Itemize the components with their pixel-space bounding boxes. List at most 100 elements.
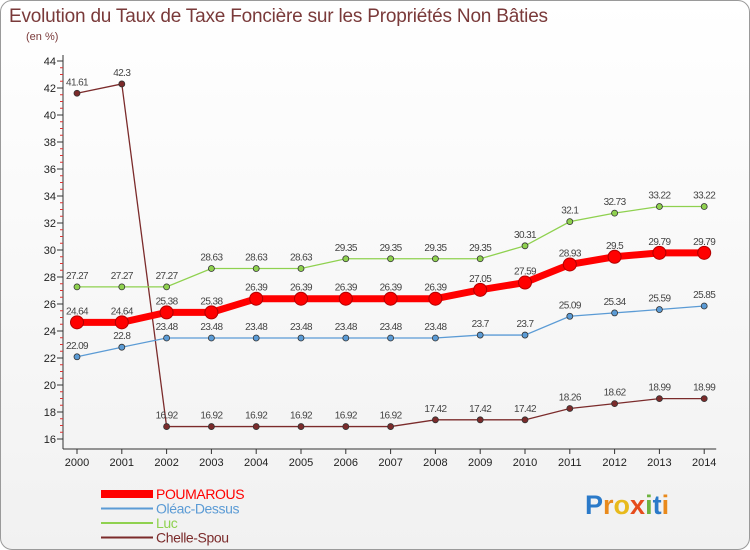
data-point <box>207 334 215 342</box>
data-point <box>252 334 260 342</box>
data-point <box>297 334 305 342</box>
data-label: 16.92 <box>290 411 313 422</box>
data-point <box>431 334 439 342</box>
data-label: 28.63 <box>290 252 313 263</box>
y-tick-label: 16 <box>44 434 56 446</box>
logo-letter: o <box>613 490 631 520</box>
x-tick-label: 2011 <box>558 457 582 469</box>
data-label: 42.3 <box>113 68 131 79</box>
data-label: 27.27 <box>66 271 89 282</box>
data-label: 18.26 <box>559 392 582 403</box>
data-label: 32.73 <box>604 197 627 208</box>
data-label: 30.31 <box>514 230 537 241</box>
data-point <box>163 334 171 342</box>
data-point <box>656 306 663 313</box>
chart-subtitle: (en %) <box>26 31 59 43</box>
data-point <box>566 218 574 226</box>
x-tick-label: 2013 <box>647 457 671 469</box>
logo-letter: t <box>652 490 662 520</box>
data-label: 28.63 <box>245 252 268 263</box>
data-point <box>431 416 439 424</box>
logo-letter: i <box>661 490 670 520</box>
x-tick-label: 2000 <box>65 457 89 469</box>
data-label: 25.34 <box>604 297 627 308</box>
data-label: 29.35 <box>335 243 358 254</box>
data-label: 25.85 <box>693 290 716 301</box>
data-label: 29.5 <box>606 241 624 252</box>
data-point <box>342 334 350 342</box>
data-label: 23.7 <box>516 319 534 330</box>
data-label: 33.22 <box>648 191 671 202</box>
data-point <box>118 283 126 291</box>
x-tick-label: 2012 <box>602 457 626 469</box>
data-label: 16.92 <box>245 411 268 422</box>
data-point <box>118 343 126 351</box>
data-point <box>611 209 618 217</box>
data-label: 23.48 <box>156 322 179 333</box>
data-label: 25.59 <box>648 294 671 305</box>
legend-label: Chelle-Spou <box>156 530 229 546</box>
data-point <box>387 334 395 342</box>
data-point <box>521 331 529 339</box>
data-point-poumarous <box>114 315 129 330</box>
chart-title: Evolution du Taux de Taxe Foncière sur l… <box>9 6 548 27</box>
data-point <box>656 395 663 403</box>
data-label: 23.48 <box>290 322 313 333</box>
data-label: 16.92 <box>380 411 403 422</box>
y-tick-label: 18 <box>44 407 56 419</box>
data-label: 18.99 <box>648 383 671 394</box>
data-point-poumarous <box>562 257 577 272</box>
data-point <box>431 255 439 263</box>
y-tick-label: 22 <box>44 353 56 365</box>
data-label: 16.92 <box>200 411 223 422</box>
data-label: 24.64 <box>111 306 134 317</box>
data-point <box>521 416 529 424</box>
data-point <box>566 312 574 320</box>
y-tick-label: 26 <box>44 299 56 311</box>
logo-letter: r <box>603 490 614 520</box>
data-point <box>73 353 81 361</box>
x-tick-label: 2005 <box>289 457 313 469</box>
y-tick-label: 24 <box>44 326 56 338</box>
data-label: 25.38 <box>200 296 223 307</box>
data-point-poumarous <box>473 282 488 297</box>
y-tick-label: 42 <box>44 83 56 95</box>
data-point-poumarous <box>383 291 398 306</box>
data-point <box>656 203 663 210</box>
data-point <box>521 242 529 250</box>
data-point-poumarous <box>607 249 622 264</box>
data-label: 26.39 <box>335 283 358 294</box>
data-label: 23.48 <box>424 322 447 333</box>
data-point-poumarous <box>294 291 308 306</box>
data-label: 17.42 <box>469 404 492 415</box>
data-label: 22.09 <box>66 341 89 352</box>
data-label: 27.59 <box>514 267 537 278</box>
x-tick-label: 2002 <box>154 457 178 469</box>
x-tick-label: 2009 <box>468 457 492 469</box>
y-tick-label: 32 <box>44 218 56 230</box>
data-point <box>566 405 574 412</box>
y-tick-label: 34 <box>44 191 56 203</box>
data-point-poumarous <box>652 245 667 260</box>
data-label: 16.92 <box>156 411 179 422</box>
data-label: 23.7 <box>472 319 490 330</box>
data-point-poumarous <box>428 291 443 306</box>
y-tick-label: 38 <box>44 137 56 149</box>
proxiti-logo: Proxiti <box>585 490 669 521</box>
data-point <box>252 423 260 430</box>
data-point-poumarous <box>249 291 264 306</box>
data-label: 29.35 <box>469 243 492 254</box>
data-label: 25.09 <box>559 300 582 311</box>
data-label: 28.93 <box>559 248 582 259</box>
legend-label: POUMAROUS <box>156 486 244 502</box>
data-point <box>387 423 395 430</box>
data-point <box>207 423 215 430</box>
data-point <box>207 265 215 272</box>
y-tick-label: 20 <box>44 380 56 392</box>
data-label: 24.64 <box>66 306 89 317</box>
y-tick-label: 30 <box>44 245 56 257</box>
data-point <box>297 423 305 430</box>
data-point <box>611 400 618 408</box>
